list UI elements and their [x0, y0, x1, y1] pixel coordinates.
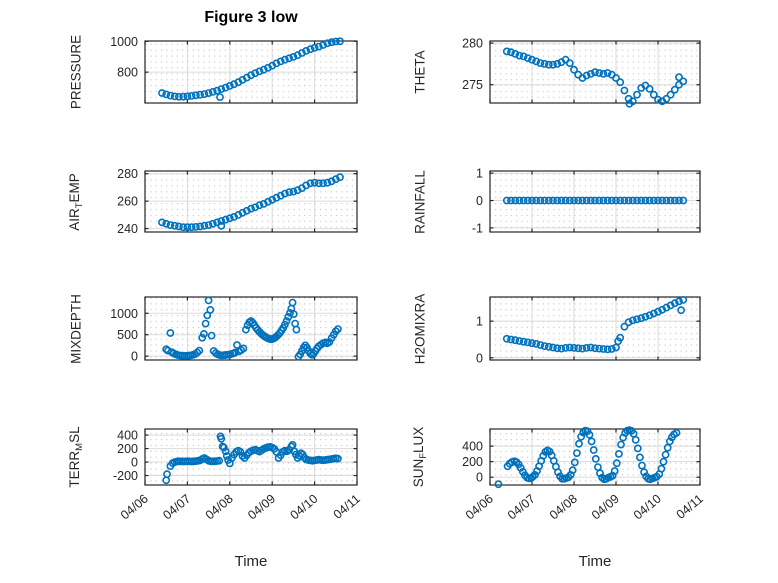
figure-title: Figure 3 low — [204, 9, 298, 26]
ylabel-air-temp: AIRTEMP — [67, 172, 85, 231]
ylabel-rainfall: RAINFALL — [412, 169, 428, 234]
xtick-label: 04/06 — [463, 492, 496, 523]
ytick-label-rainfall: 0 — [476, 194, 483, 208]
ytick-label-theta: 280 — [462, 37, 483, 51]
ytick-label-pressure: 1000 — [110, 35, 138, 49]
xtick-label: 04/11 — [331, 492, 363, 522]
xlabel-time-right: Time — [578, 553, 612, 570]
ytick-label-terr-msl: -200 — [113, 469, 138, 483]
ylabel-pressure: PRESSURE — [68, 34, 84, 110]
xtick-label: 04/08 — [547, 492, 580, 523]
ytick-label-h2omixra: 1 — [476, 315, 483, 329]
series-theta — [502, 47, 688, 108]
series-sun-flux — [494, 426, 681, 489]
xtick-label: 04/07 — [505, 492, 538, 523]
subplot-air-temp: 240 260 280 — [117, 167, 358, 236]
ylabel-theta: THETA — [412, 50, 428, 94]
series-terr-msl — [162, 432, 342, 485]
ytick-label-h2omixra: 0 — [476, 351, 483, 365]
ylabel-terr-msl: TERRMSL — [67, 426, 85, 488]
ytick-label-terr-msl: 400 — [117, 429, 138, 443]
subplot-theta: 275 280 — [462, 37, 701, 108]
series-air-temp — [158, 173, 344, 232]
ytick-label-terr-msl: 0 — [131, 456, 138, 470]
ytick-label-rainfall: 1 — [476, 167, 483, 181]
xtick-label: 04/07 — [160, 492, 193, 523]
series-pressure — [158, 37, 344, 101]
xtick-label: 04/11 — [674, 492, 706, 522]
ylabel-mixdepth: MIXDEPTH — [68, 293, 84, 364]
subplot-h2omixra: 01 — [476, 295, 701, 365]
xtick-label: 04/09 — [245, 492, 278, 523]
ytick-label-pressure: 800 — [117, 66, 138, 80]
xtick-label: 04/08 — [203, 492, 236, 523]
xtick-label: 04/09 — [589, 492, 622, 523]
ytick-label-rainfall: -1 — [472, 221, 483, 235]
ytick-label-air-temp: 240 — [117, 222, 138, 236]
ytick-label-sun-flux: 200 — [462, 455, 483, 469]
xtick-label: 04/10 — [288, 492, 321, 523]
subplot-pressure: 800 1000 — [110, 35, 358, 104]
ylabel-h2omixra: H2OMIXRA — [412, 293, 428, 364]
ytick-label-air-temp: 280 — [117, 167, 138, 181]
subplot-rainfall: -1 0 1 — [472, 167, 701, 235]
ytick-label-terr-msl: 200 — [117, 442, 138, 456]
ytick-label-theta: 275 — [462, 78, 483, 92]
series-mixdepth — [162, 296, 342, 361]
ytick-label-air-temp: 260 — [117, 195, 138, 209]
subplot-mixdepth: 0 500 1000 — [110, 296, 358, 364]
xtick-label: 04/06 — [118, 492, 151, 523]
series-rainfall — [502, 196, 688, 205]
ytick-label-mixdepth: 0 — [131, 350, 138, 364]
series-h2omixra — [502, 295, 688, 354]
ytick-label-sun-flux: 400 — [462, 440, 483, 454]
ytick-label-mixdepth: 1000 — [110, 307, 138, 321]
ytick-label-sun-flux: 0 — [476, 471, 483, 485]
ylabel-sun-flux: SUNFLUX — [411, 426, 429, 488]
xtick-label: 04/10 — [631, 492, 664, 523]
ytick-label-mixdepth: 500 — [117, 328, 138, 342]
xlabel-time-left: Time — [234, 553, 268, 570]
